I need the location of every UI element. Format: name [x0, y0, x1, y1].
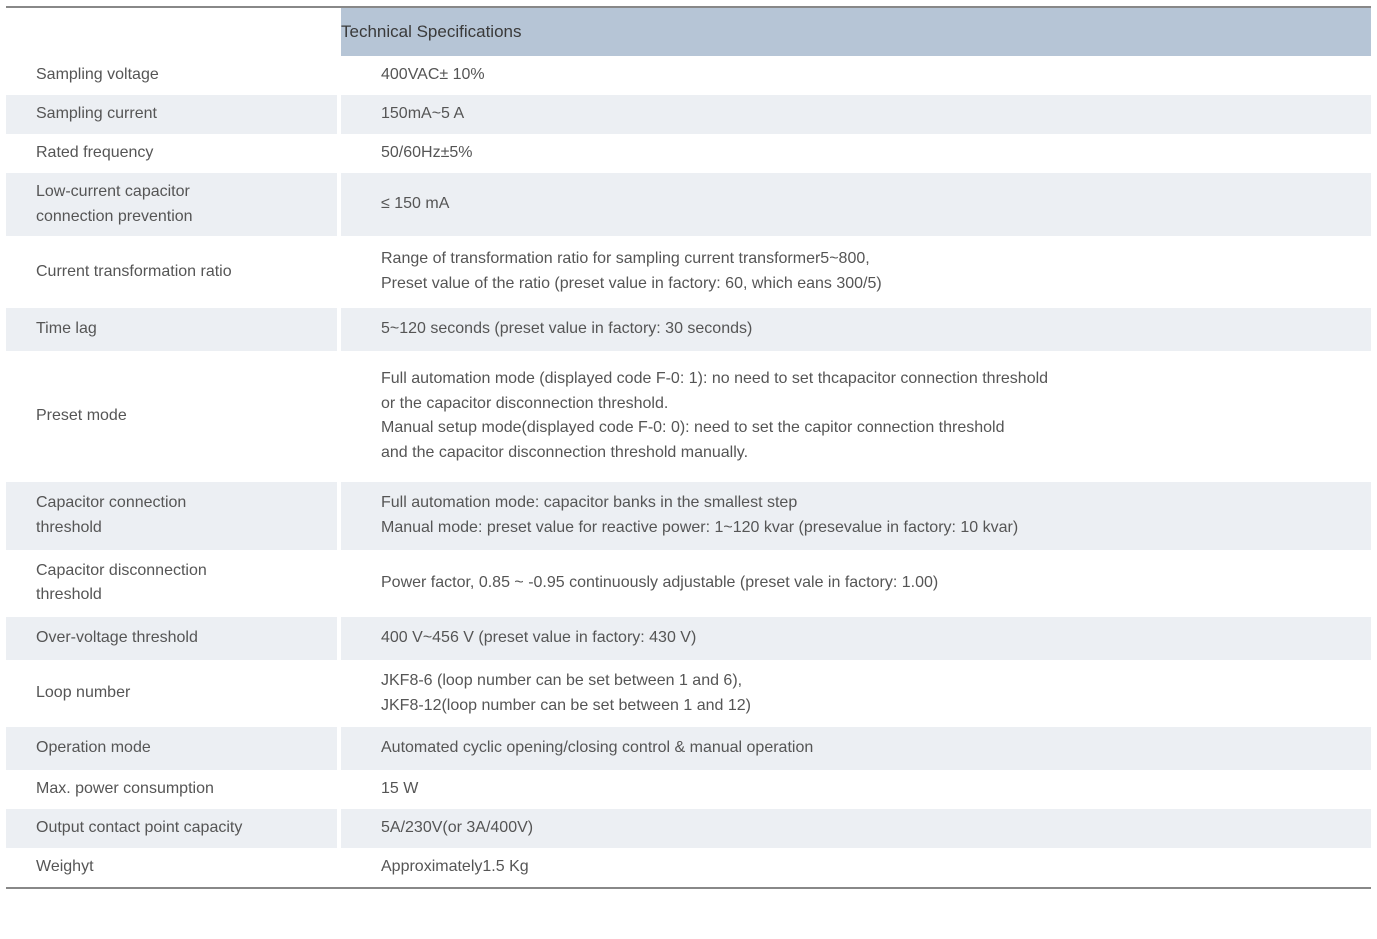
row-value: Approximately1.5 Kg: [341, 848, 1371, 887]
row-value: 5~120 seconds (preset value in factory: …: [341, 308, 1371, 351]
header-value-cell: Technical Specifications: [341, 8, 1371, 56]
row-label: Rated frequency: [6, 134, 341, 173]
row-value: 5A/230V(or 3A/400V): [341, 809, 1371, 848]
table-row: WeighytApproximately1.5 Kg: [6, 848, 1371, 887]
row-value: JKF8-6 (loop number can be set between 1…: [341, 660, 1371, 728]
row-value: 150mA~5 A: [341, 95, 1371, 134]
table-row: Capacitor disconnection thresholdPower f…: [6, 550, 1371, 618]
row-label: Current transformation ratio: [6, 236, 341, 308]
technical-specifications-table: Technical Specifications Sampling voltag…: [6, 6, 1371, 889]
row-label: Loop number: [6, 660, 341, 728]
table-row: Over-voltage threshold400 V~456 V (prese…: [6, 617, 1371, 660]
row-value: Range of transformation ratio for sampli…: [341, 236, 1371, 308]
table-body: Technical Specifications Sampling voltag…: [6, 8, 1371, 887]
row-value: 15 W: [341, 770, 1371, 809]
table-row: Preset modeFull automation mode (display…: [6, 351, 1371, 482]
row-label: Weighyt: [6, 848, 341, 887]
table-row: Max. power consumption15 W: [6, 770, 1371, 809]
row-label: Preset mode: [6, 351, 341, 482]
row-value: Full automation mode: capacitor banks in…: [341, 482, 1371, 550]
row-value: 400 V~456 V (preset value in factory: 43…: [341, 617, 1371, 660]
table-header-row: Technical Specifications: [6, 8, 1371, 56]
row-value: 400VAC± 10%: [341, 56, 1371, 95]
row-label: Operation mode: [6, 727, 341, 770]
row-label: Capacitor disconnection threshold: [6, 550, 341, 618]
table-row: Time lag5~120 seconds (preset value in f…: [6, 308, 1371, 351]
row-label: Low-current capacitor connection prevent…: [6, 173, 341, 237]
row-label: Output contact point capacity: [6, 809, 341, 848]
table-row: Low-current capacitor connection prevent…: [6, 173, 1371, 237]
table-row: Loop numberJKF8-6 (loop number can be se…: [6, 660, 1371, 728]
row-label: Over-voltage threshold: [6, 617, 341, 660]
row-label: Capacitor connection threshold: [6, 482, 341, 550]
table-row: Sampling voltage400VAC± 10%: [6, 56, 1371, 95]
header-label-cell: [6, 8, 341, 56]
row-label: Sampling current: [6, 95, 341, 134]
table-row: Operation modeAutomated cyclic opening/c…: [6, 727, 1371, 770]
table-row: Rated frequency50/60Hz±5%: [6, 134, 1371, 173]
table-row: Capacitor connection thresholdFull autom…: [6, 482, 1371, 550]
row-value: Full automation mode (displayed code F-0…: [341, 351, 1371, 482]
table-row: Current transformation ratioRange of tra…: [6, 236, 1371, 308]
table-row: Output contact point capacity5A/230V(or …: [6, 809, 1371, 848]
row-value: Power factor, 0.85 ~ -0.95 continuously …: [341, 550, 1371, 618]
row-label: Max. power consumption: [6, 770, 341, 809]
row-label: Time lag: [6, 308, 341, 351]
table-row: Sampling current150mA~5 A: [6, 95, 1371, 134]
row-value: Automated cyclic opening/closing control…: [341, 727, 1371, 770]
row-value: 50/60Hz±5%: [341, 134, 1371, 173]
row-label: Sampling voltage: [6, 56, 341, 95]
row-value: ≤ 150 mA: [341, 173, 1371, 237]
